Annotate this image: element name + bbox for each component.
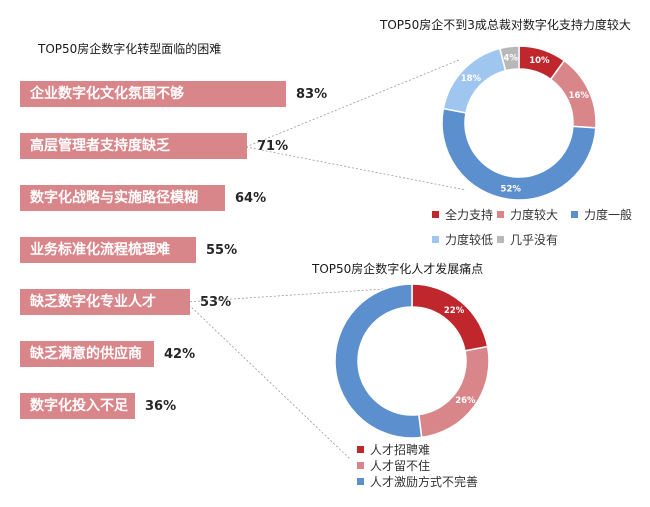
bar xyxy=(20,237,196,263)
donut-value-label: 52% xyxy=(501,184,522,194)
legend-item: 力度一般 xyxy=(571,206,632,223)
legend-swatch xyxy=(432,211,439,218)
legend-label: 人才招聘难 xyxy=(370,443,431,457)
donut-slice xyxy=(441,107,597,201)
connector-line xyxy=(185,301,351,460)
legend-item: 人才招聘难 xyxy=(357,441,430,458)
donut-value-label: 4% xyxy=(504,54,519,64)
legend-swatch xyxy=(497,236,504,243)
bar-category-label: 数字化投入不足 xyxy=(30,398,128,414)
legend-swatch xyxy=(357,478,364,485)
bar-value-label: 42% xyxy=(164,347,196,362)
legend-item: 人才激励方式不完善 xyxy=(357,473,478,490)
donut-slice xyxy=(411,283,489,352)
legend-label: 力度较大 xyxy=(510,208,559,222)
legend-item: 力度较大 xyxy=(497,206,558,223)
legend-item: 人才留不住 xyxy=(357,457,430,474)
bar-chart-title: TOP50房企数字化转型面临的困难 xyxy=(38,42,222,56)
donut-value-label: 10% xyxy=(529,56,550,66)
legend-label: 人才留不住 xyxy=(370,459,431,473)
connector-line xyxy=(245,146,467,191)
bar xyxy=(20,393,135,419)
bar xyxy=(20,185,225,211)
bar-category-label: 缺乏数字化专业人才 xyxy=(30,294,156,310)
bar-category-label: 业务标准化流程梳理难 xyxy=(30,242,170,258)
bar-category-label: 企业数字化文化氛围不够 xyxy=(30,86,184,102)
bar-value-label: 53% xyxy=(200,295,232,310)
bar-value-label: 36% xyxy=(145,399,177,414)
legend-item: 力度较低 xyxy=(432,231,493,248)
legend-label: 几乎没有 xyxy=(510,233,559,247)
bar-category-label: 数字化战略与实施路径模糊 xyxy=(30,190,198,206)
bar xyxy=(20,289,190,315)
donut-talent-title: TOP50房企数字化人才发展痛点 xyxy=(312,262,484,276)
legend-swatch xyxy=(497,211,504,218)
donut-support-title: TOP50房企不到3成总裁对数字化支持力度较大 xyxy=(380,18,631,32)
legend-item: 几乎没有 xyxy=(497,231,558,248)
bar-category-label: 缺乏满意的供应商 xyxy=(30,346,142,362)
legend-label: 力度较低 xyxy=(445,233,494,247)
legend-swatch xyxy=(571,211,578,218)
bar-value-label: 83% xyxy=(296,87,328,102)
donut-slice xyxy=(334,283,423,439)
bar-category-label: 高层管理者支持度缺乏 xyxy=(30,138,170,154)
donut-slice xyxy=(417,345,490,439)
bar xyxy=(20,81,286,107)
legend-label: 人才激励方式不完善 xyxy=(370,475,479,489)
donut-slice xyxy=(498,45,520,72)
legend-label: 全力支持 xyxy=(445,208,494,222)
legend-swatch xyxy=(432,236,439,243)
bar-value-label: 64% xyxy=(235,191,267,206)
donut-value-label: 22% xyxy=(444,306,465,316)
bar-value-label: 71% xyxy=(257,139,289,154)
bar xyxy=(20,341,154,367)
donut-value-label: 18% xyxy=(461,74,482,84)
donut-value-label: 26% xyxy=(455,396,476,406)
connector-line xyxy=(245,59,460,148)
legend-swatch xyxy=(357,462,364,469)
bar xyxy=(20,133,247,159)
bar-value-label: 55% xyxy=(206,243,238,258)
legend-item: 全力支持 xyxy=(432,206,493,223)
legend-swatch xyxy=(357,446,364,453)
donut-value-label: 16% xyxy=(569,91,590,101)
legend-label: 力度一般 xyxy=(584,208,633,222)
